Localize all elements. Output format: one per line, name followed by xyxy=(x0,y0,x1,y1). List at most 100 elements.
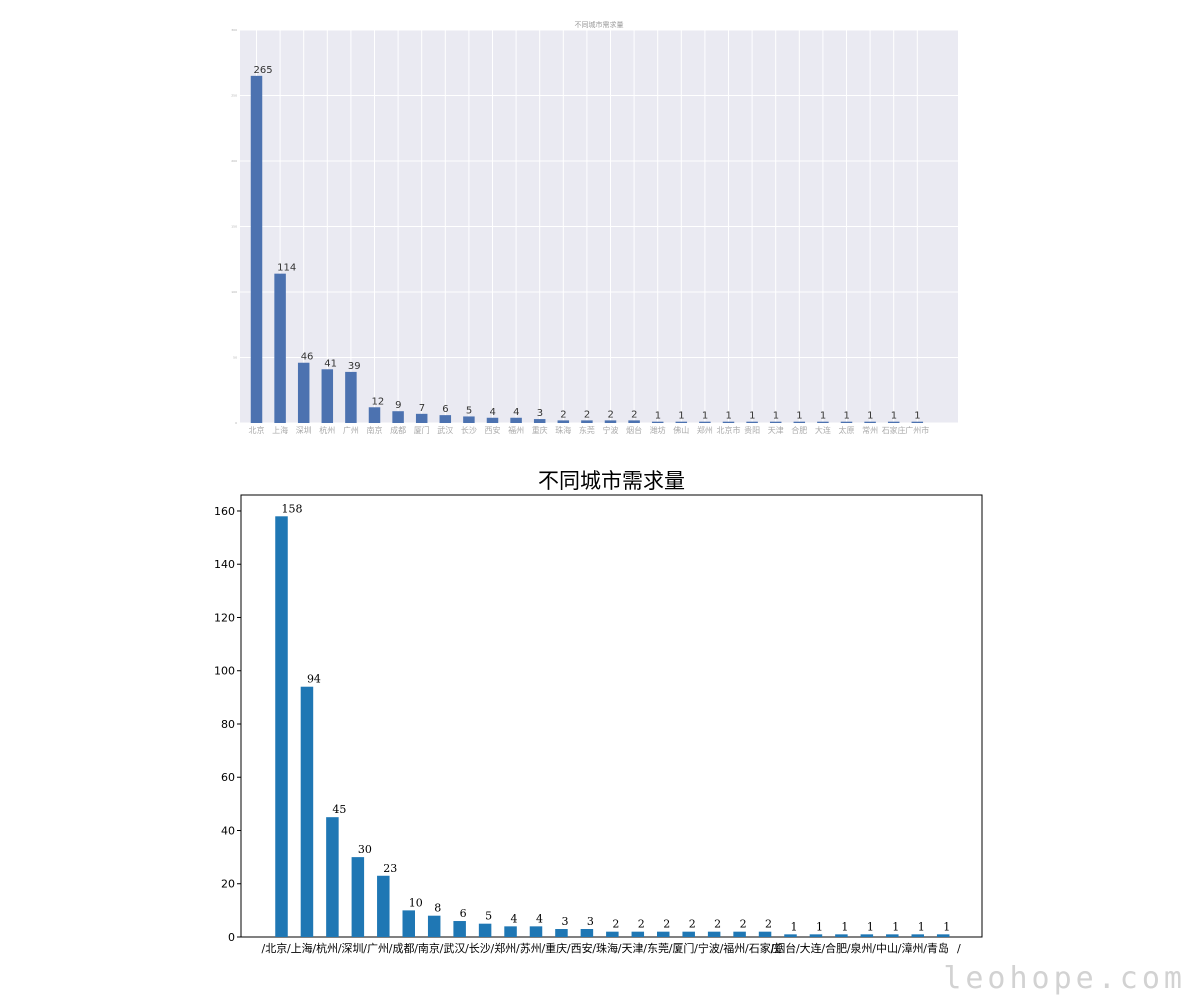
data-label: 1 xyxy=(891,411,897,422)
data-label: 1 xyxy=(867,411,873,422)
x-tick-label: /漳州 xyxy=(898,941,924,955)
bar xyxy=(453,921,466,937)
bar xyxy=(274,273,286,423)
x-tick-label: 烟台 xyxy=(626,425,642,435)
bar xyxy=(784,934,797,937)
bar xyxy=(402,910,415,937)
bar xyxy=(911,934,924,937)
x-tick-label: 天津 xyxy=(768,425,784,435)
bar xyxy=(793,421,806,423)
y-tick-label: 250 xyxy=(231,94,237,98)
data-label: 1 xyxy=(816,920,823,933)
bar xyxy=(631,931,645,937)
y-tick-label: 160 xyxy=(214,505,235,518)
data-label: 1 xyxy=(914,411,920,422)
bar xyxy=(657,931,670,937)
data-label: 1 xyxy=(749,411,755,422)
x-tick-label: 北京市 xyxy=(717,425,741,435)
bar xyxy=(707,931,721,937)
data-label: 1 xyxy=(702,411,708,422)
x-tick-label: 太原 xyxy=(839,425,855,435)
bar xyxy=(351,857,365,937)
x-tick-label: 福州 xyxy=(508,426,524,435)
bar xyxy=(722,421,735,423)
x-tick-label: /大连 xyxy=(796,941,822,955)
data-label: 1 xyxy=(796,411,802,422)
x-tick-label: /南京 xyxy=(414,941,440,955)
x-tick-label: 北京 xyxy=(249,425,265,435)
data-label: 2 xyxy=(765,918,772,931)
x-tick-label: 东莞 xyxy=(579,425,595,435)
data-label: 2 xyxy=(584,409,590,420)
y-tick-label: 100 xyxy=(231,290,237,294)
x-tick-label: /重庆 xyxy=(541,941,567,955)
data-label: 30 xyxy=(358,843,372,856)
bar xyxy=(345,371,357,423)
data-label: 1 xyxy=(773,411,779,422)
data-label: 1 xyxy=(655,411,661,422)
data-label: 2 xyxy=(560,409,566,420)
data-label: 3 xyxy=(537,408,543,419)
data-label: 9 xyxy=(395,400,401,411)
data-label: 2 xyxy=(714,918,721,931)
y-tick-label: 0 xyxy=(228,931,235,944)
y-tick-label: 40 xyxy=(221,824,235,837)
x-tick-label: 合肥 xyxy=(791,425,807,435)
x-tick-label: 长沙 xyxy=(461,425,477,435)
data-label: 1 xyxy=(844,411,850,422)
bar xyxy=(628,420,640,423)
data-label: 23 xyxy=(383,862,397,875)
bar xyxy=(886,934,899,937)
x-tick-label: 武汉 xyxy=(437,425,453,435)
data-label: 1 xyxy=(943,920,950,933)
x-tick-label: 石家庄 xyxy=(882,425,906,435)
bar xyxy=(557,420,570,423)
y-tick-label: 300 xyxy=(231,28,237,32)
x-tick-label: /深圳 xyxy=(338,942,364,955)
x-tick-label: /广州 xyxy=(363,942,389,955)
x-tick-label: /珠海 xyxy=(592,941,618,955)
bar xyxy=(887,421,900,423)
x-tick-label: 深圳 xyxy=(296,425,312,435)
bar xyxy=(809,934,823,937)
bar xyxy=(392,411,404,423)
x-tick-label: /上海 xyxy=(287,941,313,955)
bar xyxy=(463,416,475,423)
data-label: 1 xyxy=(892,920,899,933)
bar xyxy=(504,926,517,937)
y-tick-label: 100 xyxy=(214,665,235,678)
x-tick-label: /杭州 xyxy=(312,941,338,955)
data-label: 5 xyxy=(485,910,492,923)
bar xyxy=(911,421,924,423)
data-label: 265 xyxy=(254,65,273,76)
x-tick-label: /合肥 xyxy=(821,941,847,955)
data-label: 45 xyxy=(332,803,346,816)
y-tick-label: 20 xyxy=(221,878,235,891)
chart-title: 不同城市需求量 xyxy=(575,20,624,29)
data-label: 158 xyxy=(282,502,303,515)
x-tick-label: 上海 xyxy=(272,425,288,435)
x-tick-label: /郑州 xyxy=(491,941,517,955)
x-tick-label: /东莞 xyxy=(643,942,669,955)
data-label: 4 xyxy=(511,912,518,925)
data-label: 10 xyxy=(409,896,423,909)
data-label: 114 xyxy=(277,263,296,274)
bar xyxy=(533,419,546,423)
data-label: 2 xyxy=(740,918,747,931)
x-tick-label: /长沙 xyxy=(465,942,491,955)
x-tick-label: 厦门 xyxy=(414,425,430,435)
bar xyxy=(651,421,664,423)
bar xyxy=(326,817,339,937)
data-label: 1 xyxy=(791,920,798,933)
y-tick-label: 200 xyxy=(231,159,237,163)
data-label: 2 xyxy=(631,409,637,420)
x-tick-label: 佛山 xyxy=(673,425,689,435)
data-label: 6 xyxy=(442,404,448,415)
bar xyxy=(510,417,522,423)
bar xyxy=(297,362,310,423)
data-label: 2 xyxy=(689,918,696,931)
bar xyxy=(300,686,314,937)
x-tick-label: /天津 xyxy=(618,942,644,955)
